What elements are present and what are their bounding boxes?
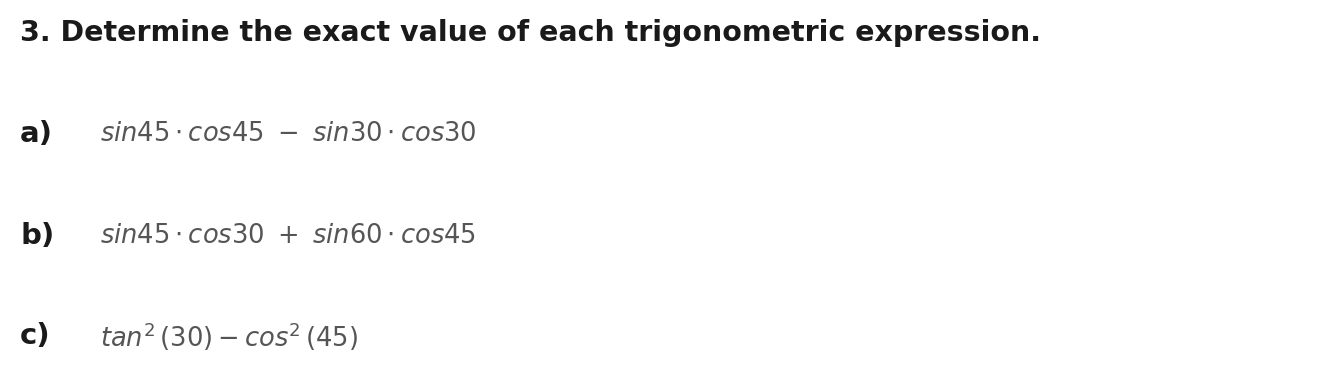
Text: a): a) [20, 120, 53, 148]
Text: 3. Determine the exact value of each trigonometric expression.: 3. Determine the exact value of each tri… [20, 19, 1041, 47]
Text: c): c) [20, 322, 51, 350]
Text: $tan^{2}\,(30) - cos^{2}\,(45)$: $tan^{2}\,(30) - cos^{2}\,(45)$ [100, 320, 358, 353]
Text: b): b) [20, 222, 55, 250]
Text: $sin45 \cdot cos45 \ - \ sin30 \cdot cos30$: $sin45 \cdot cos45 \ - \ sin30 \cdot cos… [100, 121, 477, 147]
Text: $sin45 \cdot cos30 \ + \ sin60 \cdot cos45$: $sin45 \cdot cos30 \ + \ sin60 \cdot cos… [100, 223, 476, 249]
